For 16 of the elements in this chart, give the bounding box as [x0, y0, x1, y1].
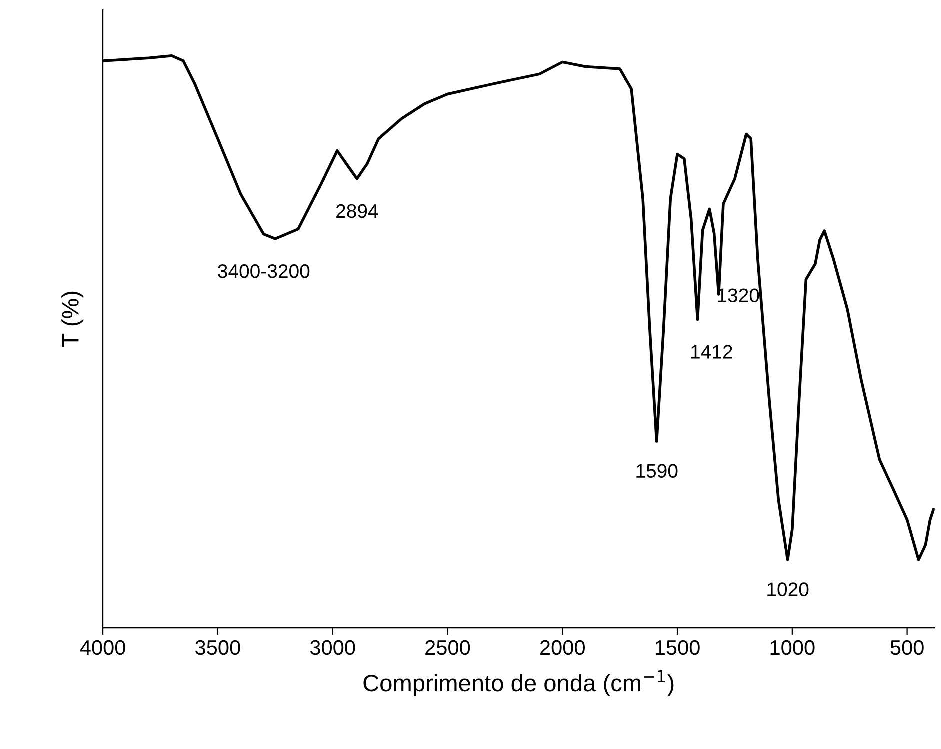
x-tick-label: 3500	[196, 640, 240, 656]
x-tick-label: 1000	[770, 640, 815, 656]
annotation: 2894	[336, 204, 378, 218]
annotation: 1412	[691, 345, 732, 359]
x-tick-label: 500	[890, 640, 924, 656]
y-axis-title: T (%)	[62, 292, 84, 348]
x-tick-label: 4000	[80, 640, 126, 656]
annotation: 3400-3200	[218, 264, 310, 278]
x-tick-label: 2500	[426, 640, 470, 656]
x-tick-label: 2000	[540, 640, 585, 656]
annotation: 1590	[636, 464, 678, 478]
x-axis-title: Comprimento de onda (cm$^{−1}$)	[364, 670, 674, 696]
annotation: 1320	[718, 288, 760, 302]
x-tick-label: 1500	[656, 640, 700, 656]
annotation: 1020	[768, 582, 809, 596]
x-tick-label: 3000	[310, 640, 356, 656]
